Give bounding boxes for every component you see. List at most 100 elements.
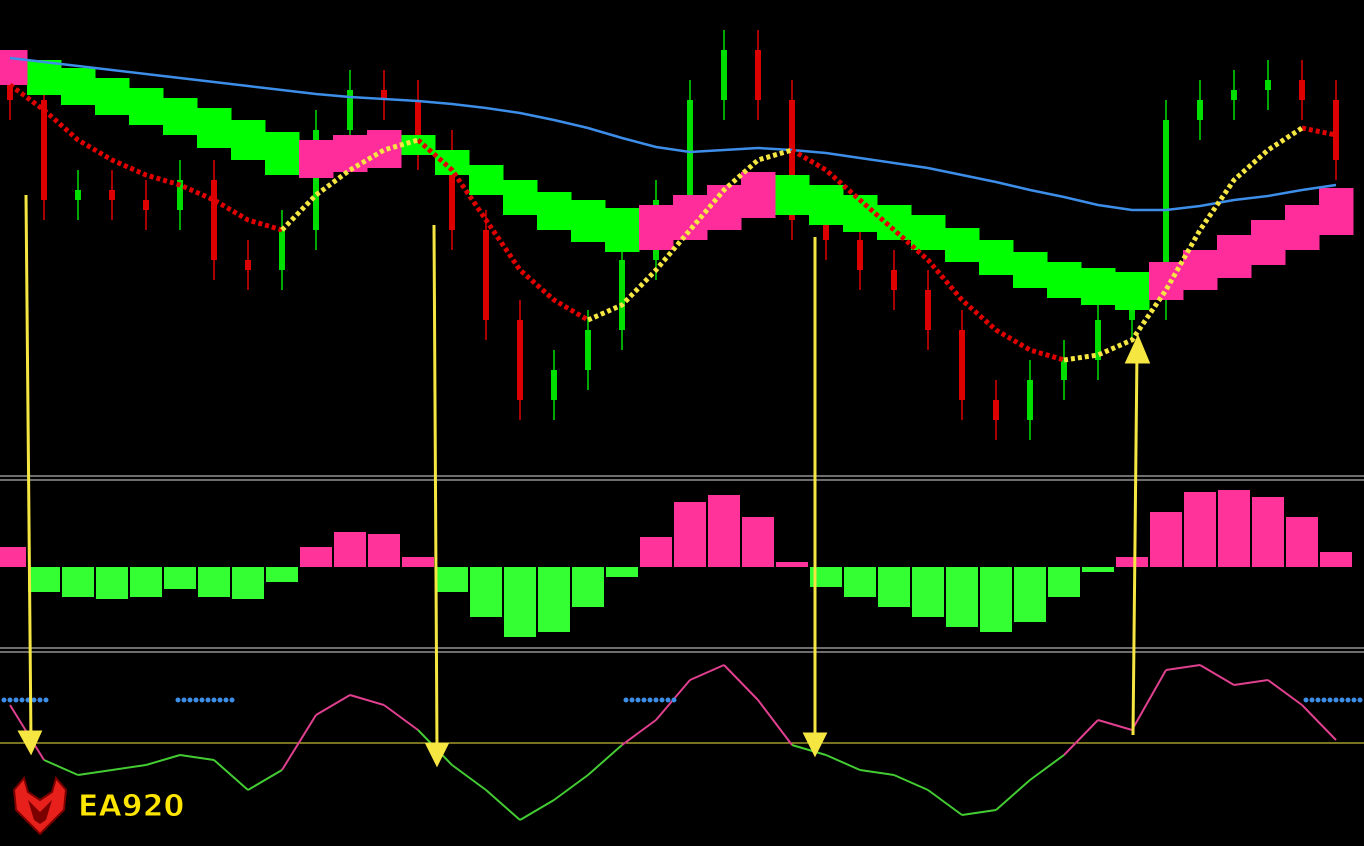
candle-body: [993, 400, 999, 420]
candle-body: [823, 220, 829, 240]
trend-band: [333, 135, 368, 172]
histogram-bar: [708, 495, 740, 567]
histogram-bar: [606, 567, 638, 577]
histogram-bar: [1252, 497, 1284, 567]
trend-band: [809, 185, 844, 225]
candle-body: [109, 190, 115, 200]
histogram-bar: [674, 502, 706, 567]
candle-body: [1265, 80, 1271, 90]
oscillator-line: [689, 664, 725, 681]
histogram-bar: [1184, 492, 1216, 567]
candle-body: [755, 50, 761, 100]
trend-band: [537, 192, 572, 230]
histogram-bar: [1048, 567, 1080, 597]
histogram-bar: [572, 567, 604, 607]
histogram-bar: [198, 567, 230, 597]
line: [1301, 125, 1337, 138]
trend-band: [231, 120, 266, 160]
candle-body: [619, 260, 625, 330]
oscillator-line: [451, 764, 487, 791]
oscillator-line: [859, 769, 895, 776]
histogram-bar: [810, 567, 842, 587]
arrows: [17, 194, 1151, 768]
trend-band: [95, 78, 130, 115]
logo-icon-detail: [28, 800, 52, 824]
candle-body: [857, 240, 863, 270]
histogram-bar: [96, 567, 128, 599]
trend-band: [1183, 250, 1218, 290]
candle-body: [585, 330, 591, 370]
oscillator-line: [519, 799, 555, 821]
line: [8, 82, 283, 233]
logo: EA920: [12, 775, 185, 836]
trend-band: [571, 200, 606, 242]
oscillator-line: [247, 769, 283, 791]
oscillator-line: [1063, 719, 1099, 756]
oscillator-line: [1267, 679, 1303, 706]
trend-band: [503, 180, 538, 215]
oscillator-line: [1097, 719, 1133, 731]
oscillator-line: [383, 704, 419, 731]
histogram-bar: [1150, 512, 1182, 567]
candle-body: [211, 180, 217, 260]
trend-band: [1285, 205, 1320, 250]
oscillator-line: [77, 769, 113, 776]
trend-band: [265, 132, 300, 175]
oscillator-line: [553, 774, 589, 801]
histogram-bar: [912, 567, 944, 617]
trend-band: [61, 68, 96, 105]
trend-band: [911, 215, 946, 250]
trend-band: [469, 165, 504, 195]
oscillator-line: [213, 759, 249, 791]
histogram-bar: [28, 567, 60, 592]
oscillator-line: [315, 694, 351, 716]
trend-band: [1251, 220, 1286, 265]
trend-band: [367, 130, 402, 168]
histogram-bar: [232, 567, 264, 599]
candle-body: [1231, 90, 1237, 100]
histogram-bar: [266, 567, 298, 582]
oscillator-line: [723, 664, 759, 701]
histogram-bar: [1116, 557, 1148, 567]
histogram-bar: [742, 517, 774, 567]
oscillator-line: [485, 789, 521, 821]
histogram-bar: [470, 567, 502, 617]
candle-body: [415, 100, 421, 150]
line: [280, 137, 419, 232]
trend-band: [979, 240, 1014, 275]
histogram-bar: [504, 567, 536, 637]
oscillator-line: [349, 694, 385, 706]
histogram-bar: [878, 567, 910, 607]
oscillator-line: [927, 789, 963, 816]
candle-body: [449, 150, 455, 230]
candle-body: [891, 270, 897, 290]
oscillator-line: [179, 754, 215, 761]
logo-icon: [12, 775, 68, 836]
arrow-shaft: [24, 194, 33, 743]
candle-body: [1095, 320, 1101, 360]
candle-body: [347, 90, 353, 130]
histogram-bar: [1320, 552, 1352, 567]
histogram-bar: [0, 547, 26, 567]
histogram-bar: [538, 567, 570, 632]
oscillator-line: [1029, 754, 1065, 781]
candle-body: [1027, 380, 1033, 420]
histogram-bar: [436, 567, 468, 592]
trend-band: [775, 175, 810, 215]
candle-body: [1061, 360, 1067, 380]
trend-band: [197, 108, 232, 148]
candle-body: [1197, 100, 1203, 120]
line: [9, 56, 1337, 212]
candle-body: [245, 260, 251, 270]
histogram-bar: [980, 567, 1012, 632]
trend-band: [1217, 235, 1252, 278]
arrow-head: [17, 730, 43, 756]
oscillator-line: [1301, 704, 1337, 741]
candle-body: [177, 180, 183, 210]
oscillator-line: [1233, 679, 1269, 686]
histogram-bar: [402, 557, 434, 567]
oscillator-line: [587, 744, 623, 776]
oscillator-line: [825, 754, 861, 771]
